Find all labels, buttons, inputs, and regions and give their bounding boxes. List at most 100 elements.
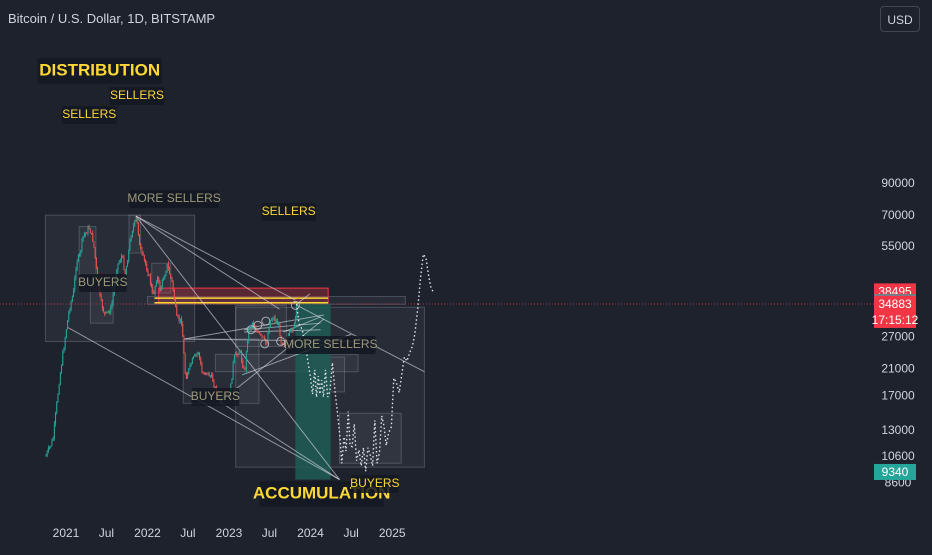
candle-body [243, 367, 245, 369]
candle-body [82, 236, 84, 240]
candle-body [233, 355, 235, 363]
candle-body [164, 275, 166, 280]
distribution-trendline-1 [135, 215, 296, 301]
candle-body [170, 274, 172, 278]
candle-body [139, 234, 141, 245]
candle-body [127, 261, 129, 267]
candle-body [95, 257, 97, 268]
candle-body [166, 263, 168, 272]
candle-body [274, 317, 276, 322]
candle-body [107, 311, 109, 313]
candle-body [194, 354, 196, 357]
candle-body [53, 423, 55, 438]
candle-body [106, 311, 108, 313]
candle-body [254, 325, 256, 329]
candle-body [152, 286, 154, 293]
candle-body [289, 331, 291, 336]
candle-body [63, 348, 65, 353]
candle-body [130, 236, 132, 241]
candle-body [149, 274, 151, 284]
x-tick-label: Jul [99, 526, 114, 540]
candle-body [255, 328, 257, 332]
more-sellers-label-2-bg [286, 336, 376, 354]
candle-body [143, 255, 145, 260]
candle-body [181, 318, 183, 324]
candle-body [79, 254, 81, 255]
candle-body [249, 329, 251, 331]
currency-button[interactable]: USD [880, 6, 920, 32]
top-trendline [244, 322, 321, 331]
candle-body [285, 343, 287, 346]
candle-body [205, 372, 207, 375]
chart-title: Bitcoin / U.S. Dollar, 1D, BITSTAMP [8, 11, 216, 26]
candle-body [148, 274, 150, 276]
candle-body [123, 256, 125, 270]
candle-body [111, 303, 113, 308]
price-badge-value: 34883 [878, 297, 912, 311]
y-tick-label: 27000 [881, 330, 915, 344]
sellers-label-1-bg [61, 106, 117, 124]
candle-body [145, 259, 147, 265]
candle-body [197, 352, 199, 354]
pivot-circle [261, 316, 271, 326]
candle-body [269, 320, 271, 328]
distribution-label: DISTRIBUTION [37, 58, 162, 84]
y-tick-label: 90000 [881, 176, 915, 190]
candle-body [238, 351, 240, 355]
resistance-zone [158, 287, 329, 304]
candle-body [133, 225, 135, 231]
candle-body [189, 364, 191, 369]
candle-body [281, 342, 283, 345]
candle-body [73, 290, 75, 297]
candle-body [291, 329, 293, 332]
candle-body [184, 353, 186, 374]
more-sellers-label-2-text: MORE SELLERS [284, 337, 377, 351]
candle-body [61, 365, 63, 373]
candle-body [99, 289, 101, 296]
candle-body [71, 296, 73, 302]
candle-body [261, 334, 263, 337]
candle-body [50, 445, 52, 448]
price-badge-bg [874, 295, 916, 328]
candle-body [167, 263, 169, 269]
buyers-label-2: BUYERS [191, 388, 240, 406]
candle-body [196, 353, 198, 355]
more-sellers-label-1-bg [129, 190, 219, 208]
candle-body [182, 323, 184, 338]
y-tick-label: 10600 [881, 449, 915, 463]
mid-trendline-3 [219, 401, 340, 480]
candle-body [262, 336, 264, 338]
candle-body [239, 351, 241, 353]
candle-body [65, 329, 67, 338]
candle-body [272, 319, 274, 320]
candle-body [256, 331, 258, 332]
candle-body [235, 353, 237, 356]
candle-body [91, 232, 93, 234]
candle-body [69, 308, 71, 313]
candle-body [175, 300, 177, 306]
candle-body [213, 381, 215, 388]
candle-body [187, 374, 189, 379]
sellers-label-2: SELLERS [109, 87, 165, 105]
candle-body [161, 279, 163, 287]
candle-body [176, 305, 178, 316]
candle-body [153, 292, 155, 294]
candle-body [173, 290, 175, 301]
candle-body [76, 261, 78, 270]
candle-body [263, 336, 265, 339]
candle-body [209, 376, 211, 378]
candle-body [157, 277, 159, 282]
candle-body [88, 227, 90, 229]
sellers-label-3-text: SELLERS [262, 204, 316, 218]
pivot-circle [260, 339, 270, 349]
accumulation-zone [295, 303, 331, 480]
candle-body [58, 384, 60, 395]
price-badge-countdown: 17:15:12 [872, 313, 919, 327]
candle-body [85, 232, 87, 235]
pivot-circle [246, 325, 256, 335]
x-tick-label: 2021 [53, 526, 80, 540]
candle-body [75, 269, 77, 278]
candle-body [290, 329, 292, 332]
candle-body [212, 374, 214, 382]
